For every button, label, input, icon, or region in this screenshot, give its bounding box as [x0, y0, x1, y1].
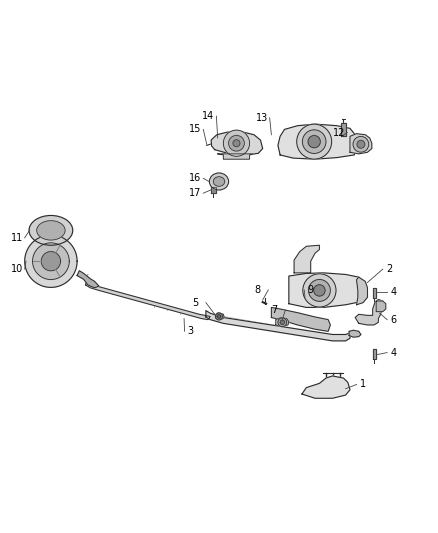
Circle shape [308, 135, 320, 148]
Text: 5: 5 [192, 297, 198, 308]
Circle shape [308, 279, 330, 301]
Text: 7: 7 [272, 305, 278, 315]
Ellipse shape [213, 177, 225, 186]
Circle shape [215, 313, 223, 320]
Circle shape [303, 274, 336, 307]
Circle shape [302, 130, 326, 154]
Circle shape [233, 140, 240, 147]
Circle shape [229, 135, 244, 151]
Polygon shape [376, 301, 386, 312]
Text: 14: 14 [202, 111, 215, 121]
Text: 17: 17 [189, 188, 201, 198]
Ellipse shape [29, 215, 73, 245]
Polygon shape [278, 124, 357, 159]
Text: 4: 4 [390, 348, 396, 358]
Text: 10: 10 [11, 264, 23, 274]
Polygon shape [349, 330, 361, 337]
Polygon shape [373, 349, 376, 359]
Polygon shape [272, 308, 330, 332]
Polygon shape [77, 271, 99, 288]
Text: 8: 8 [254, 285, 261, 295]
Polygon shape [211, 187, 215, 193]
Polygon shape [218, 154, 255, 159]
Circle shape [278, 318, 287, 327]
Text: 9: 9 [307, 285, 313, 295]
Text: 3: 3 [187, 326, 194, 336]
Polygon shape [350, 134, 372, 154]
Circle shape [280, 320, 285, 325]
Polygon shape [206, 311, 350, 341]
Text: 11: 11 [11, 233, 23, 243]
Polygon shape [289, 273, 359, 308]
Circle shape [217, 314, 221, 318]
Polygon shape [41, 252, 60, 271]
Polygon shape [86, 281, 210, 320]
Ellipse shape [209, 173, 229, 190]
Text: 15: 15 [189, 124, 201, 134]
Polygon shape [276, 318, 289, 327]
Ellipse shape [37, 221, 65, 240]
Polygon shape [302, 376, 350, 398]
Polygon shape [373, 288, 376, 298]
Text: 16: 16 [189, 173, 201, 183]
Polygon shape [341, 123, 346, 136]
Circle shape [357, 140, 365, 148]
Polygon shape [215, 313, 224, 320]
Text: 6: 6 [390, 314, 396, 325]
Polygon shape [357, 277, 367, 305]
Polygon shape [294, 245, 319, 273]
Text: 2: 2 [386, 264, 392, 274]
Polygon shape [355, 300, 383, 325]
Circle shape [297, 124, 332, 159]
Text: 13: 13 [256, 113, 268, 123]
Circle shape [314, 285, 325, 296]
Polygon shape [25, 235, 77, 287]
Polygon shape [32, 243, 69, 279]
Text: 4: 4 [390, 287, 396, 297]
Circle shape [353, 136, 369, 152]
Text: 1: 1 [360, 379, 366, 390]
Circle shape [223, 130, 250, 156]
Text: 12: 12 [333, 127, 346, 138]
Polygon shape [211, 132, 263, 155]
